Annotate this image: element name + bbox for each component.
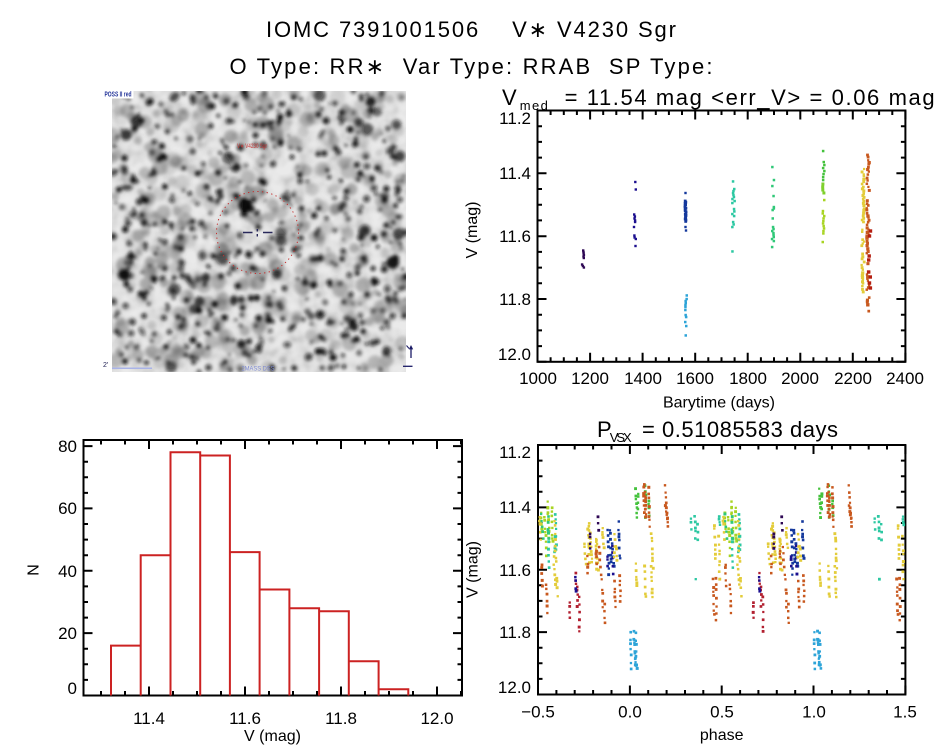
svg-text:1.0: 1.0 bbox=[802, 703, 826, 722]
svg-text:1400: 1400 bbox=[624, 369, 662, 388]
svg-text:VSX: VSX bbox=[610, 430, 632, 445]
svg-text:80: 80 bbox=[58, 437, 77, 456]
svg-text:N: N bbox=[26, 564, 43, 576]
svg-text:1200: 1200 bbox=[571, 369, 609, 388]
svg-text:= 0.51085583 days: = 0.51085583 days bbox=[642, 417, 838, 442]
svg-text:V (mag): V (mag) bbox=[244, 728, 301, 745]
svg-text:11.2: 11.2 bbox=[499, 109, 531, 128]
svg-text:V (mag): V (mag) bbox=[464, 202, 481, 259]
svg-text:1800: 1800 bbox=[729, 369, 767, 388]
svg-text:1.5: 1.5 bbox=[893, 703, 917, 722]
svg-text:med: med bbox=[520, 98, 548, 113]
svg-text:0: 0 bbox=[68, 679, 77, 698]
svg-text:11.4: 11.4 bbox=[499, 498, 531, 517]
svg-text:V (mag): V (mag) bbox=[465, 541, 482, 598]
svg-text:11.6: 11.6 bbox=[499, 227, 531, 246]
svg-text:2400: 2400 bbox=[886, 369, 924, 388]
svg-text:11.8: 11.8 bbox=[499, 290, 531, 309]
svg-text:11.4: 11.4 bbox=[499, 164, 531, 183]
svg-text:11.8: 11.8 bbox=[499, 623, 531, 642]
svg-text:V∗ V4230 Sgr: V∗ V4230 Sgr bbox=[237, 144, 267, 150]
svg-text:IOMC 7391001506 V∗ V4230 Sg: IOMC 7391001506 V∗ V4230 Sgr bbox=[266, 17, 676, 42]
svg-text:11.6: 11.6 bbox=[229, 709, 261, 728]
svg-text:40: 40 bbox=[58, 562, 77, 581]
svg-text:11.6: 11.6 bbox=[499, 561, 531, 580]
svg-text:11.4: 11.4 bbox=[133, 709, 165, 728]
svg-text:P: P bbox=[597, 417, 612, 442]
svg-text:= 11.54 mag <err_V> = 0.06 mag: = 11.54 mag <err_V> = 0.06 mag bbox=[565, 85, 935, 110]
svg-text:phase: phase bbox=[700, 727, 744, 744]
svg-text:O Type: RR∗ Var Type: RRAB S: O Type: RR∗ Var Type: RRAB SP Type: bbox=[230, 54, 713, 79]
svg-text:1600: 1600 bbox=[676, 369, 714, 388]
svg-text:−0.5: −0.5 bbox=[521, 703, 555, 722]
svg-text:12.0: 12.0 bbox=[420, 709, 453, 728]
svg-text:12.0: 12.0 bbox=[498, 345, 531, 364]
svg-text:V: V bbox=[502, 85, 517, 110]
svg-text:2000: 2000 bbox=[781, 369, 819, 388]
svg-text:2MASS DSS: 2MASS DSS bbox=[242, 366, 276, 373]
svg-text:11.8: 11.8 bbox=[325, 709, 357, 728]
svg-text:Barytime (days): Barytime (days) bbox=[663, 395, 775, 412]
svg-text:0.5: 0.5 bbox=[710, 703, 734, 722]
svg-text:12.0: 12.0 bbox=[498, 678, 531, 697]
svg-text:11.2: 11.2 bbox=[499, 443, 531, 462]
svg-text:2200: 2200 bbox=[834, 369, 872, 388]
svg-text:60: 60 bbox=[58, 499, 77, 518]
svg-text:20: 20 bbox=[58, 624, 77, 643]
svg-text:0.0: 0.0 bbox=[618, 703, 642, 722]
svg-text:POSS II red: POSS II red bbox=[105, 91, 132, 98]
svg-text:2′: 2′ bbox=[103, 362, 109, 369]
svg-text:1000: 1000 bbox=[519, 369, 557, 388]
